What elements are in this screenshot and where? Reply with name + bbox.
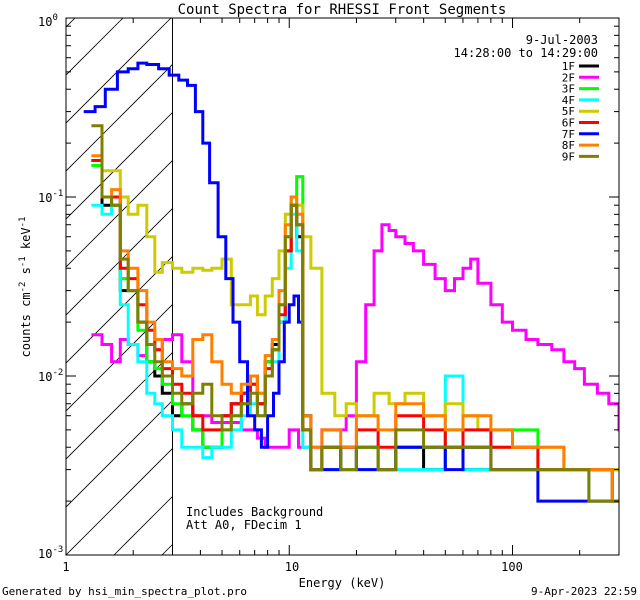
plot-frame bbox=[65, 17, 620, 556]
x-tick-label-1: 1 bbox=[62, 560, 69, 574]
y-tick-label-0.001: 10-3 bbox=[38, 545, 63, 561]
x-axis-label: Energy (keV) bbox=[299, 576, 386, 590]
series-line-5F bbox=[91, 159, 619, 472]
legend-label-9F: 9F bbox=[562, 150, 575, 163]
legend-label-5F: 5F bbox=[562, 105, 575, 118]
time-range-label: 14:28:00 to 14:29:00 bbox=[454, 46, 599, 60]
hatched-region bbox=[66, 18, 619, 555]
legend-label-8F: 8F bbox=[562, 139, 575, 152]
y-tick-label-0.1: 10-1 bbox=[38, 189, 63, 205]
legend-label-4F: 4F bbox=[562, 94, 575, 107]
svg-text:10-2: 10-2 bbox=[38, 368, 63, 384]
hatch-line bbox=[66, 18, 172, 124]
hatch-mask bbox=[173, 18, 619, 555]
series-line-8F bbox=[91, 154, 619, 503]
x-tick-label-100: 100 bbox=[501, 560, 523, 574]
footer-generated-by: Generated by hsi_min_spectra_plot.pro bbox=[2, 585, 247, 598]
annotation-background: Includes Background bbox=[186, 505, 323, 519]
svg-text:10-1: 10-1 bbox=[38, 189, 63, 205]
legend-label-3F: 3F bbox=[562, 83, 575, 96]
hatch-line bbox=[66, 18, 220, 172]
hatch-line bbox=[66, 18, 76, 28]
svg-text:100: 100 bbox=[38, 13, 58, 29]
x-tick-label-10: 10 bbox=[285, 560, 299, 574]
series-line-9F bbox=[91, 124, 619, 503]
svg-text:10-3: 10-3 bbox=[38, 545, 63, 561]
y-tick-label-1: 100 bbox=[38, 13, 58, 29]
footer-timestamp: 9-Apr-2023 22:59 bbox=[531, 585, 637, 598]
legend-label-7F: 7F bbox=[562, 128, 575, 141]
date-label: 9-Jul-2003 bbox=[526, 33, 598, 47]
series-line-7F bbox=[83, 61, 619, 503]
annotation-attenuator: Att A0, FDecim 1 bbox=[186, 518, 302, 532]
chart-title: Count Spectra for RHESSI Front Segments bbox=[178, 2, 507, 18]
y-tick-label-0.01: 10-2 bbox=[38, 368, 63, 384]
legend-label-2F: 2F bbox=[562, 71, 575, 84]
legend-label-1F: 1F bbox=[562, 60, 575, 73]
y-axis-label: counts cm-2 s-1 keV-1 bbox=[18, 217, 33, 358]
legend-label-6F: 6F bbox=[562, 117, 575, 130]
series-line-2F bbox=[91, 223, 619, 449]
